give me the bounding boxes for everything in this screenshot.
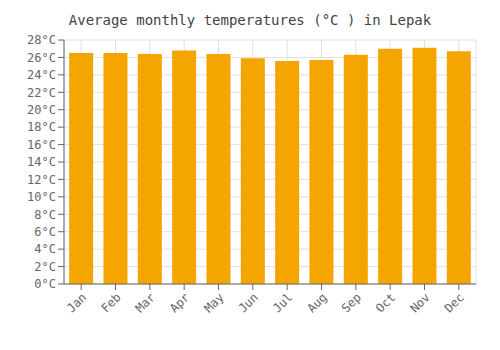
svg-text:24°C: 24°C [27,68,56,82]
svg-text:Apr: Apr [167,290,192,315]
svg-text:0°C: 0°C [34,277,56,291]
svg-text:4°C: 4°C [34,242,56,256]
svg-text:Aug: Aug [304,290,329,315]
svg-text:10°C: 10°C [27,190,56,204]
svg-text:6°C: 6°C [34,225,56,239]
svg-text:Oct: Oct [373,290,398,315]
svg-text:Nov: Nov [407,290,432,315]
svg-text:Jun: Jun [236,290,261,315]
svg-text:Dec: Dec [442,290,467,315]
svg-text:Feb: Feb [98,290,123,315]
svg-text:16°C: 16°C [27,138,56,152]
svg-text:May: May [201,290,226,315]
svg-text:22°C: 22°C [27,86,56,100]
svg-text:8°C: 8°C [34,208,56,222]
svg-text:2°C: 2°C [34,260,56,274]
svg-text:Jan: Jan [64,290,89,315]
svg-text:14°C: 14°C [27,155,56,169]
svg-text:20°C: 20°C [27,103,56,117]
svg-text:26°C: 26°C [27,51,56,65]
svg-text:18°C: 18°C [27,120,56,134]
svg-text:12°C: 12°C [27,173,56,187]
svg-text:28°C: 28°C [27,33,56,47]
svg-text:Mar: Mar [133,290,158,315]
html-text:Average monthly temperatures (: Average monthly temperatures (°C ) in Le… [68,12,432,28]
svg-text:Sep: Sep [339,290,364,315]
svg-text:Jul: Jul [270,290,295,315]
